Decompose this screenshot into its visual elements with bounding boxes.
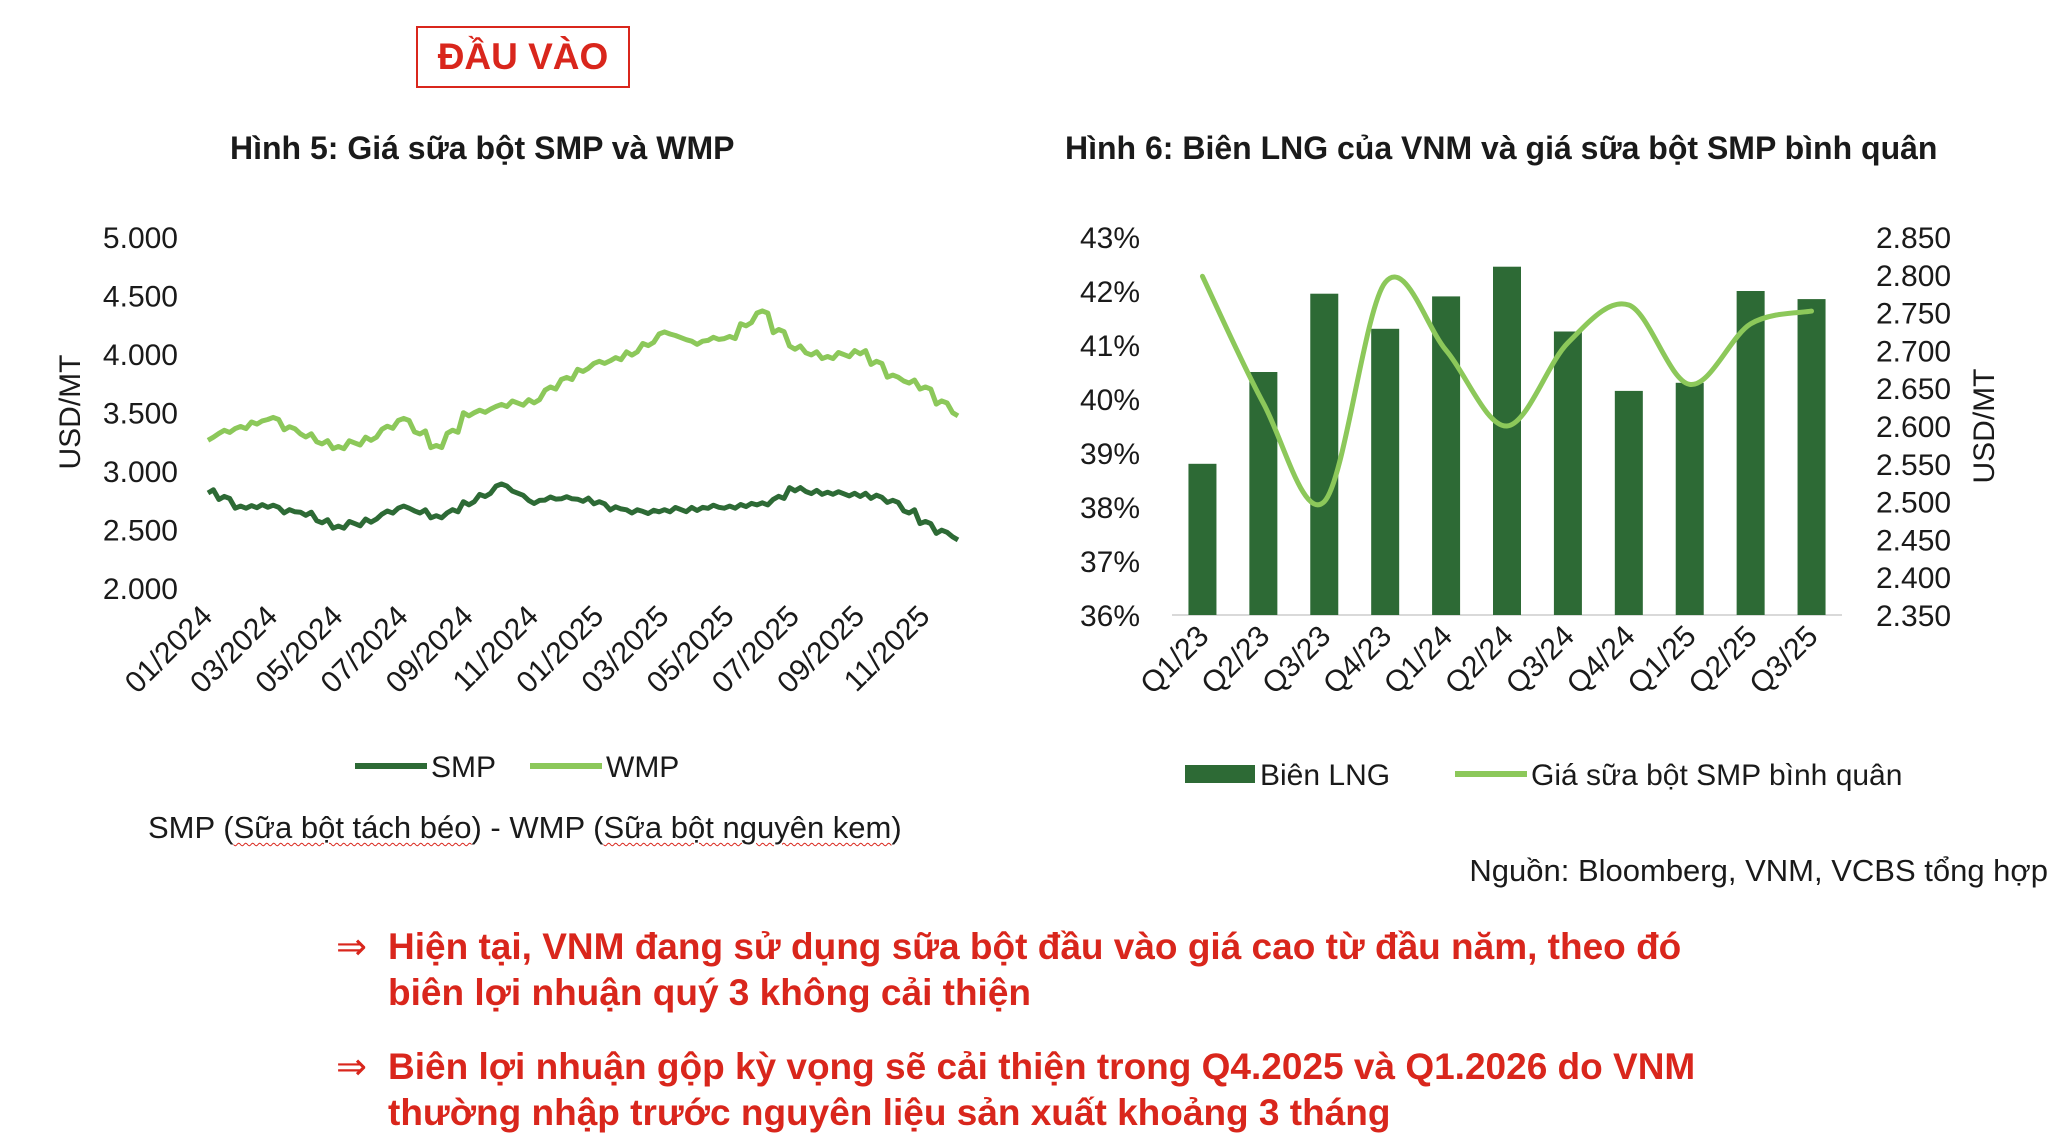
bullet-2-line-2: thường nhập trước nguyên liệu sản xuất k… <box>388 1092 1391 1133</box>
chart6-y-left-tick: 39% <box>1080 438 1140 471</box>
chart6-x-tick: Q3/25 <box>1743 620 1824 701</box>
chart6-bar-Q3-23 <box>1310 293 1339 615</box>
chart6-x-tick: Q1/25 <box>1622 620 1703 701</box>
chart6-y-right-tick: 2.850 <box>1876 222 1951 255</box>
chart5-series-smp-line <box>206 481 960 543</box>
chart6-y-left-tick: 43% <box>1080 222 1140 255</box>
bullet-1-line-2: biên lợi nhuận quý 3 không cải thiện <box>388 972 1032 1013</box>
chart6-bar-Q3-24 <box>1553 331 1582 615</box>
chart6-bar-Q1-25 <box>1675 382 1704 615</box>
chart6-title: Hình 6: Biên LNG của VNM và giá sữa bột … <box>1065 130 1938 166</box>
chart5-legend-label: WMP <box>606 751 679 784</box>
chart6-bar-Q2-24 <box>1493 266 1521 615</box>
bullet-1: ⇒ Hiện tại, VNM đang sử dụng sữa bột đầu… <box>336 924 1681 1016</box>
chart5-y-tick: 3.500 <box>103 398 178 431</box>
chart6-y-right-tick: 2.550 <box>1876 449 1951 482</box>
chart6-bar-Q1-24 <box>1432 296 1461 615</box>
bullet-1-line-1: Hiện tại, VNM đang sử dụng sữa bột đầu v… <box>388 926 1682 967</box>
chart6-legend-bar-swatch <box>1185 765 1255 783</box>
chart5-y-label: USD/MT <box>54 355 87 470</box>
arrow-icon: ⇒ <box>336 926 368 967</box>
chart6-bar-Q4-23 <box>1371 328 1400 615</box>
chart6-y-right-tick: 2.600 <box>1876 411 1951 444</box>
chart5-y-tick: 4.500 <box>103 281 178 314</box>
chart6-y-right-tick: 2.800 <box>1876 260 1951 293</box>
chart6-y-right-tick: 2.500 <box>1876 487 1951 520</box>
arrow-icon: ⇒ <box>336 1046 368 1087</box>
chart5-legend-label: SMP <box>431 751 496 784</box>
chart5-title: Hình 5: Giá sữa bột SMP và WMP <box>230 130 735 166</box>
chart6-smp-price-line <box>1199 273 1814 508</box>
chart6-x-tick: Q2/23 <box>1195 620 1276 701</box>
chart6-x-tick: Q2/25 <box>1682 620 1763 701</box>
section-heading: ĐẦU VÀO <box>416 26 630 88</box>
chart6-bar-Q2-23 <box>1249 372 1278 615</box>
chart6-bar-Q4-24 <box>1614 390 1643 615</box>
chart5-y-tick: 5.000 <box>103 222 178 255</box>
chart5-series-wmp-line <box>206 308 960 452</box>
chart6-y-right-tick: 2.400 <box>1876 562 1951 595</box>
chart6-y-right-tick: 2.750 <box>1876 298 1951 331</box>
chart5-note: SMP (Sữa bột tách béo) - WMP (Sữa bột ng… <box>148 810 902 846</box>
chart6-legend-bar-label: Biên LNG <box>1260 759 1390 792</box>
section-heading-label: ĐẦU VÀO <box>437 36 609 77</box>
chart5-y-tick: 3.000 <box>103 456 178 489</box>
chart6-y-right-tick: 2.350 <box>1876 600 1951 633</box>
chart6-y-left-tick: 41% <box>1080 330 1140 363</box>
chart6-y-left-tick: 40% <box>1080 384 1140 417</box>
chart6-y-left-tick: 36% <box>1080 600 1140 633</box>
chart5-y-tick: 4.000 <box>103 339 178 372</box>
chart6-bar-Q2-25 <box>1736 291 1765 615</box>
chart6-bar-Q1-23 <box>1188 463 1217 615</box>
chart6-y-right-tick: 2.700 <box>1876 335 1951 368</box>
chart6-y-left-tick: 42% <box>1080 276 1140 309</box>
chart6-y-left-tick: 37% <box>1080 546 1140 579</box>
chart6-x-tick: Q2/24 <box>1439 620 1520 701</box>
chart6-bar-Q3-25 <box>1797 299 1826 615</box>
chart6-x-tick: Q4/23 <box>1317 620 1398 701</box>
chart6-x-tick: Q3/23 <box>1256 620 1337 701</box>
chart6-x-tick: Q3/24 <box>1500 620 1581 701</box>
chart6-y-right-tick: 2.450 <box>1876 524 1951 557</box>
chart6-y-right-tick: 2.650 <box>1876 373 1951 406</box>
source-note: Nguồn: Bloomberg, VNM, VCBS tổng hợp <box>1469 853 2048 888</box>
chart6-y-left-tick: 38% <box>1080 492 1140 525</box>
chart5-note-text: SMP (Sữa bột tách béo) - WMP (Sữa bột ng… <box>148 810 902 845</box>
bullet-2: ⇒ Biên lợi nhuận gộp kỳ vọng sẽ cải thiệ… <box>336 1044 1695 1136</box>
chart6-x-tick: Q1/23 <box>1134 620 1215 701</box>
chart6-x-tick: Q4/24 <box>1561 620 1642 701</box>
bullet-2-line-1: Biên lợi nhuận gộp kỳ vọng sẽ cải thiện … <box>388 1046 1696 1087</box>
chart5-y-tick: 2.500 <box>103 515 178 548</box>
chart5-y-tick: 2.000 <box>103 573 178 606</box>
chart6-x-tick: Q1/24 <box>1378 620 1459 701</box>
chart6-legend-line-label: Giá sữa bột SMP bình quân <box>1531 759 1902 792</box>
chart6-y-right-label: USD/MT <box>1968 369 2001 484</box>
